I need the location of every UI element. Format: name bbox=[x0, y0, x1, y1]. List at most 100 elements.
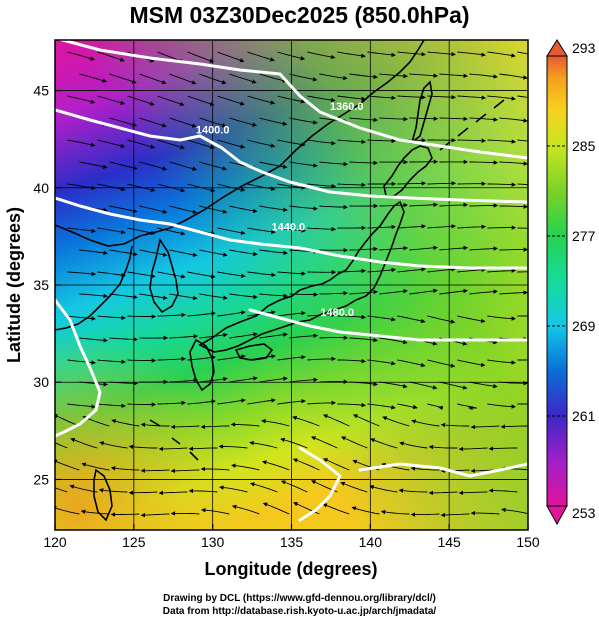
streamline bbox=[97, 403, 127, 409]
contour-1520 bbox=[298, 446, 528, 522]
streamline bbox=[169, 249, 198, 258]
streamline bbox=[427, 315, 456, 324]
streamline bbox=[169, 293, 198, 301]
streamline bbox=[440, 512, 470, 518]
x-tick-label: 140 bbox=[359, 534, 383, 550]
streamline bbox=[380, 509, 410, 515]
streamline bbox=[199, 117, 227, 128]
streamline bbox=[367, 138, 397, 144]
contour-1400 bbox=[55, 108, 528, 204]
y-tick-label: 25 bbox=[33, 471, 49, 487]
streamline bbox=[319, 161, 349, 167]
streamline bbox=[337, 95, 366, 102]
colorbar-tick-label: 253 bbox=[572, 505, 596, 521]
streamline bbox=[140, 468, 170, 473]
streamline bbox=[199, 293, 228, 300]
streamline bbox=[247, 139, 276, 148]
streamline bbox=[259, 117, 288, 126]
streamline bbox=[499, 204, 528, 209]
streamline bbox=[259, 205, 288, 212]
streamline bbox=[259, 376, 288, 383]
streamline bbox=[337, 314, 367, 320]
streamline bbox=[439, 381, 468, 390]
colorbar-ramp bbox=[546, 55, 568, 507]
streamline bbox=[307, 356, 337, 362]
streamline bbox=[397, 267, 426, 273]
streamline bbox=[229, 205, 258, 214]
streamline bbox=[469, 289, 498, 295]
streamline bbox=[187, 271, 216, 279]
streamline bbox=[367, 224, 397, 230]
streamline bbox=[218, 444, 248, 449]
streamline bbox=[158, 446, 188, 452]
colorbar-tick-label: 269 bbox=[572, 318, 596, 334]
contour-1480 bbox=[55, 298, 102, 438]
streamline bbox=[367, 95, 397, 101]
streamline bbox=[289, 117, 318, 125]
coastline-kyushu bbox=[189, 338, 215, 392]
streamline bbox=[128, 490, 158, 496]
streamline bbox=[277, 51, 306, 61]
y-tick-label: 35 bbox=[33, 277, 49, 293]
streamline bbox=[319, 290, 349, 296]
streamline bbox=[289, 333, 319, 339]
streamline bbox=[427, 51, 456, 57]
streamline bbox=[277, 310, 306, 317]
credit-drawing: Drawing by DCL (https://www.gfd-dennou.o… bbox=[163, 593, 436, 604]
streamline bbox=[410, 466, 440, 471]
streamline bbox=[169, 161, 198, 171]
streamline bbox=[67, 227, 96, 234]
coastline-taiwan bbox=[93, 468, 113, 522]
streamline bbox=[469, 381, 498, 389]
streamline bbox=[370, 438, 398, 449]
streamline bbox=[109, 161, 138, 170]
streamline bbox=[259, 73, 288, 83]
streamline bbox=[157, 312, 187, 318]
x-tick-label: 135 bbox=[280, 534, 304, 550]
streamline bbox=[98, 488, 128, 493]
streamline bbox=[487, 51, 516, 58]
streamline bbox=[229, 332, 258, 339]
streamline bbox=[499, 117, 528, 123]
streamline bbox=[67, 315, 96, 321]
streamline bbox=[97, 95, 126, 105]
streamline bbox=[229, 73, 257, 84]
streamline bbox=[127, 358, 157, 363]
y-tick-label: 45 bbox=[33, 83, 49, 99]
streamline bbox=[97, 51, 125, 62]
streamline bbox=[67, 139, 96, 147]
streamline bbox=[337, 182, 367, 188]
streamline bbox=[217, 271, 246, 278]
contour-label: 1480.0 bbox=[320, 307, 354, 319]
streamline bbox=[517, 359, 528, 361]
streamline bbox=[427, 403, 444, 411]
streamline bbox=[247, 227, 276, 234]
streamline bbox=[109, 117, 138, 127]
colorbar-tick-label: 285 bbox=[572, 138, 596, 154]
streamline bbox=[199, 249, 228, 257]
streamline bbox=[469, 203, 499, 208]
streamline bbox=[307, 95, 336, 103]
coastline-asia-mainland bbox=[55, 40, 425, 247]
streamline bbox=[397, 315, 426, 324]
streamline bbox=[128, 444, 158, 450]
streamline bbox=[109, 337, 139, 342]
map-title: MSM 03Z30Dec2025 (850.0hPa) bbox=[129, 2, 470, 28]
streamline bbox=[470, 510, 500, 516]
streamline bbox=[399, 441, 428, 449]
streamline bbox=[382, 416, 410, 427]
streamline bbox=[139, 249, 168, 257]
streamline bbox=[500, 424, 528, 429]
streamline bbox=[262, 502, 290, 515]
streamline bbox=[247, 51, 275, 62]
streamline bbox=[499, 380, 528, 386]
contour-label: 1360.0 bbox=[330, 101, 364, 113]
streamline bbox=[259, 161, 288, 169]
streamline bbox=[79, 73, 108, 83]
streamline bbox=[140, 422, 170, 427]
streamline bbox=[109, 205, 138, 214]
streamline bbox=[439, 73, 469, 79]
contour-1480-east bbox=[248, 308, 528, 342]
streamline bbox=[367, 315, 396, 322]
streamline bbox=[409, 381, 438, 390]
